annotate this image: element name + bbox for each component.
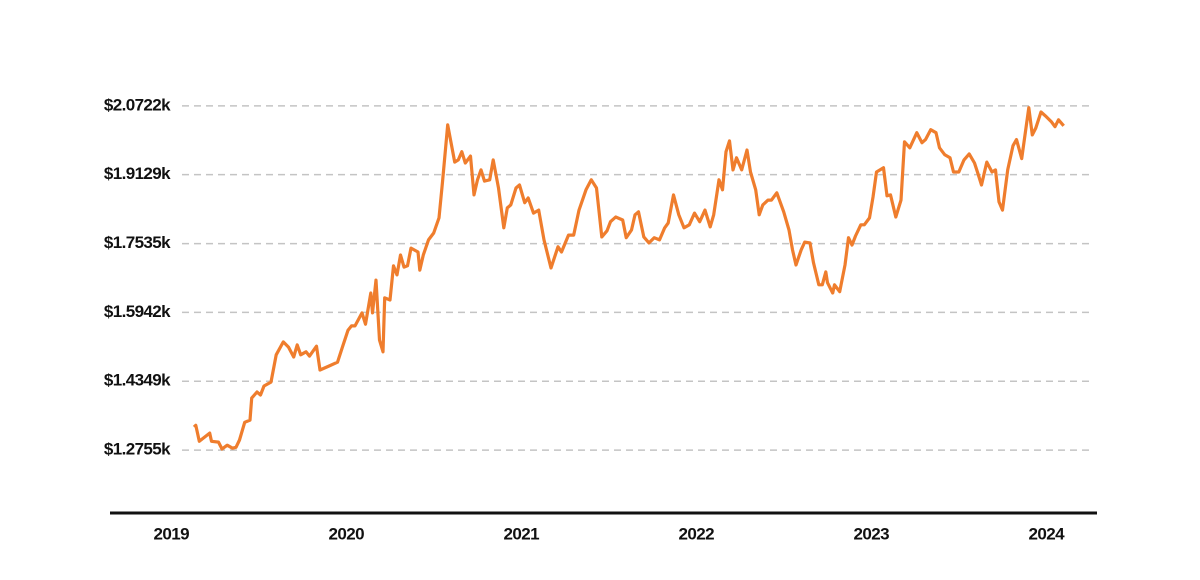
x-tick-label: 2023 <box>854 524 890 543</box>
y-tick-label: $1.4349k <box>104 371 171 390</box>
y-tick-label: $1.2755k <box>104 440 171 459</box>
x-tick-label: 2019 <box>154 524 190 543</box>
x-tick-label: 2024 <box>1029 524 1066 543</box>
x-tick-label: 2022 <box>679 524 715 543</box>
y-tick-label: $1.7535k <box>104 233 171 252</box>
y-tick-label: $1.5942k <box>104 302 171 321</box>
price-line <box>192 106 1065 451</box>
y-tick-label: $2.0722k <box>104 95 171 114</box>
x-tick-label: 2020 <box>329 524 365 543</box>
x-tick-label: 2021 <box>504 524 540 543</box>
y-tick-label: $1.9129k <box>104 164 171 183</box>
